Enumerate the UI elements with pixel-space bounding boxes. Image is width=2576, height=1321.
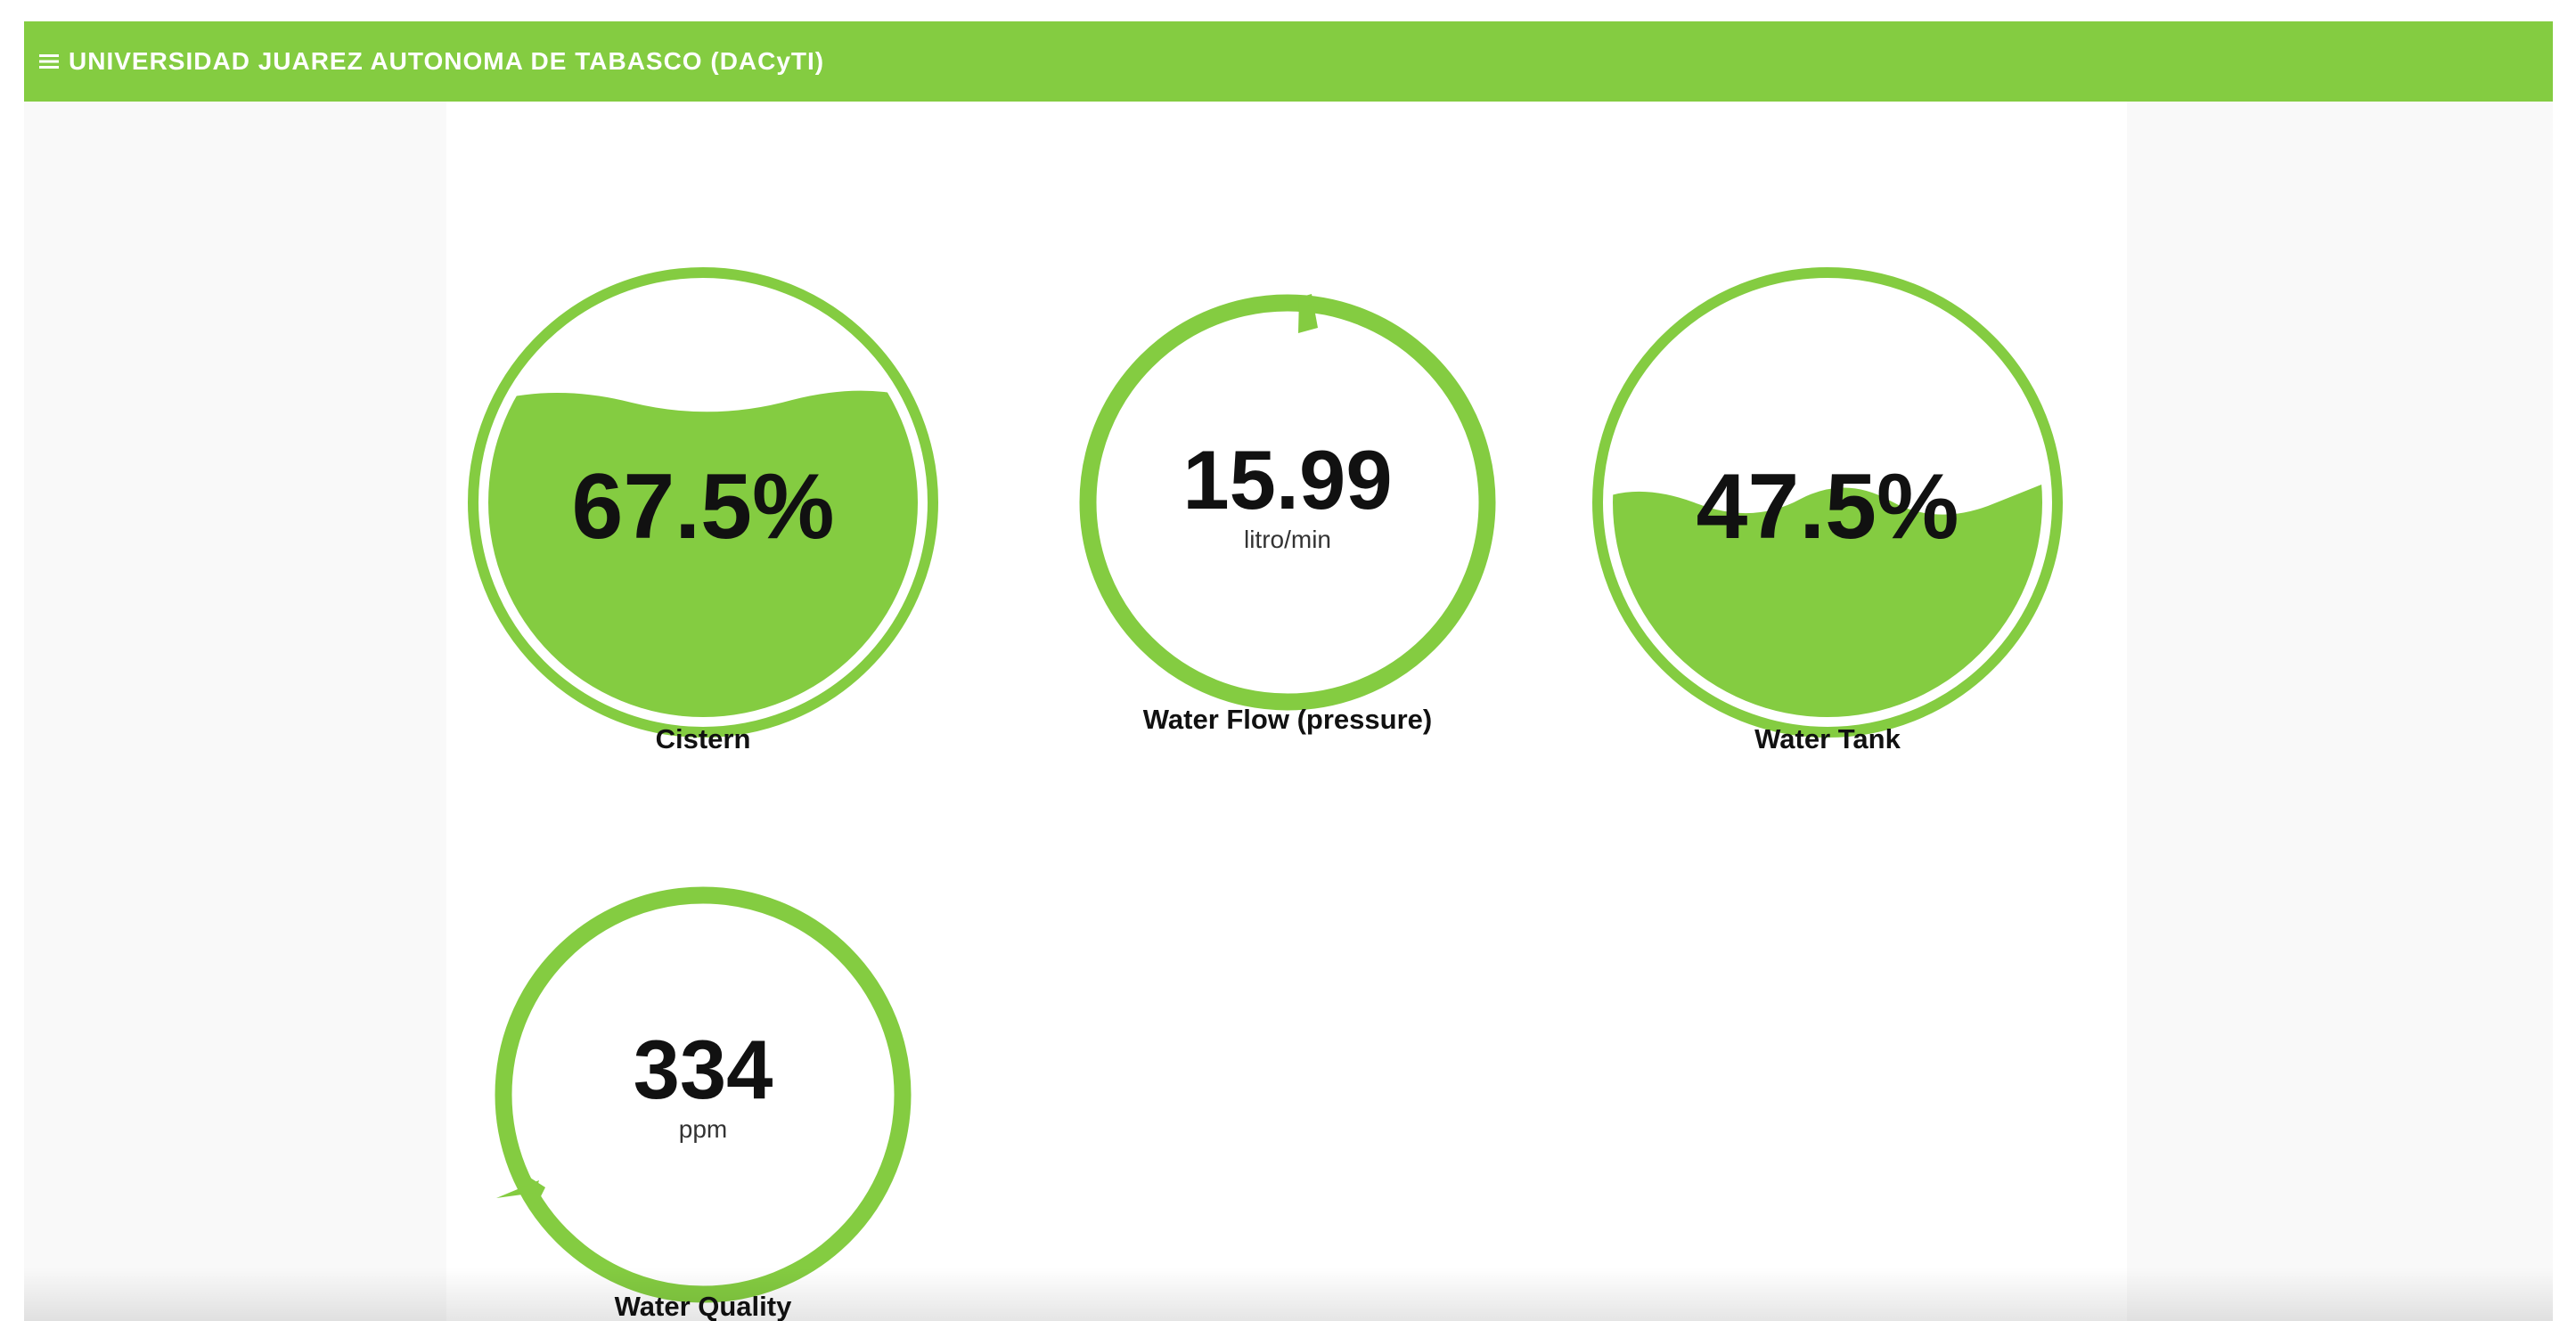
- gauge-value: 15.99: [1182, 433, 1392, 526]
- app-title: UNIVERSIDAD JUAREZ AUTONOMA DE TABASCO (…: [69, 47, 825, 75]
- gauge-outer-ring: [1592, 267, 2063, 738]
- water-quality-dial: 334 ppm: [495, 886, 912, 1303]
- gauge-label: Cistern: [655, 723, 751, 754]
- gauge-value: 47.5%: [1697, 455, 1959, 559]
- cistern-liquid-fill-gauge: 67.5%: [468, 267, 938, 738]
- liquid-wave: [488, 390, 918, 717]
- dial-pointer: [1298, 294, 1318, 333]
- top-app-bar: UNIVERSIDAD JUAREZ AUTONOMA DE TABASCO (…: [24, 21, 2553, 102]
- water-tank-gauge: 47.5% Water Tank: [1578, 253, 2077, 754]
- gauge-unit: ppm: [679, 1115, 727, 1143]
- water-quality-gauge: 334 ppm Water Quality: [454, 845, 953, 1321]
- dial-pointer-tail: [496, 1180, 539, 1198]
- dashboard-panel: 67.5% Cistern 15.99 litro/min Water Flow…: [446, 102, 2127, 1321]
- gauge-unit: litro/min: [1244, 526, 1331, 553]
- dial-ring: [1079, 294, 1496, 711]
- cistern-gauge: 67.5% Cistern: [454, 253, 953, 754]
- gauge-label: Water Flow (pressure): [1142, 704, 1433, 735]
- gauge-label: Water Quality: [614, 1291, 792, 1321]
- hamburger-menu-icon[interactable]: [33, 21, 65, 102]
- gauge-label: Water Tank: [1754, 723, 1901, 754]
- gauge-value: 334: [634, 1023, 773, 1116]
- gauge-outer-ring: [468, 267, 938, 738]
- water-tank-liquid-fill-gauge: 47.5%: [1592, 267, 2063, 738]
- dial-ring: [495, 886, 912, 1303]
- water-flow-dial: 15.99 litro/min: [1079, 294, 1496, 711]
- app-window: UNIVERSIDAD JUAREZ AUTONOMA DE TABASCO (…: [24, 21, 2553, 1321]
- water-flow-gauge: 15.99 litro/min Water Flow (pressure): [1038, 253, 1537, 752]
- gauge-value: 67.5%: [572, 455, 835, 559]
